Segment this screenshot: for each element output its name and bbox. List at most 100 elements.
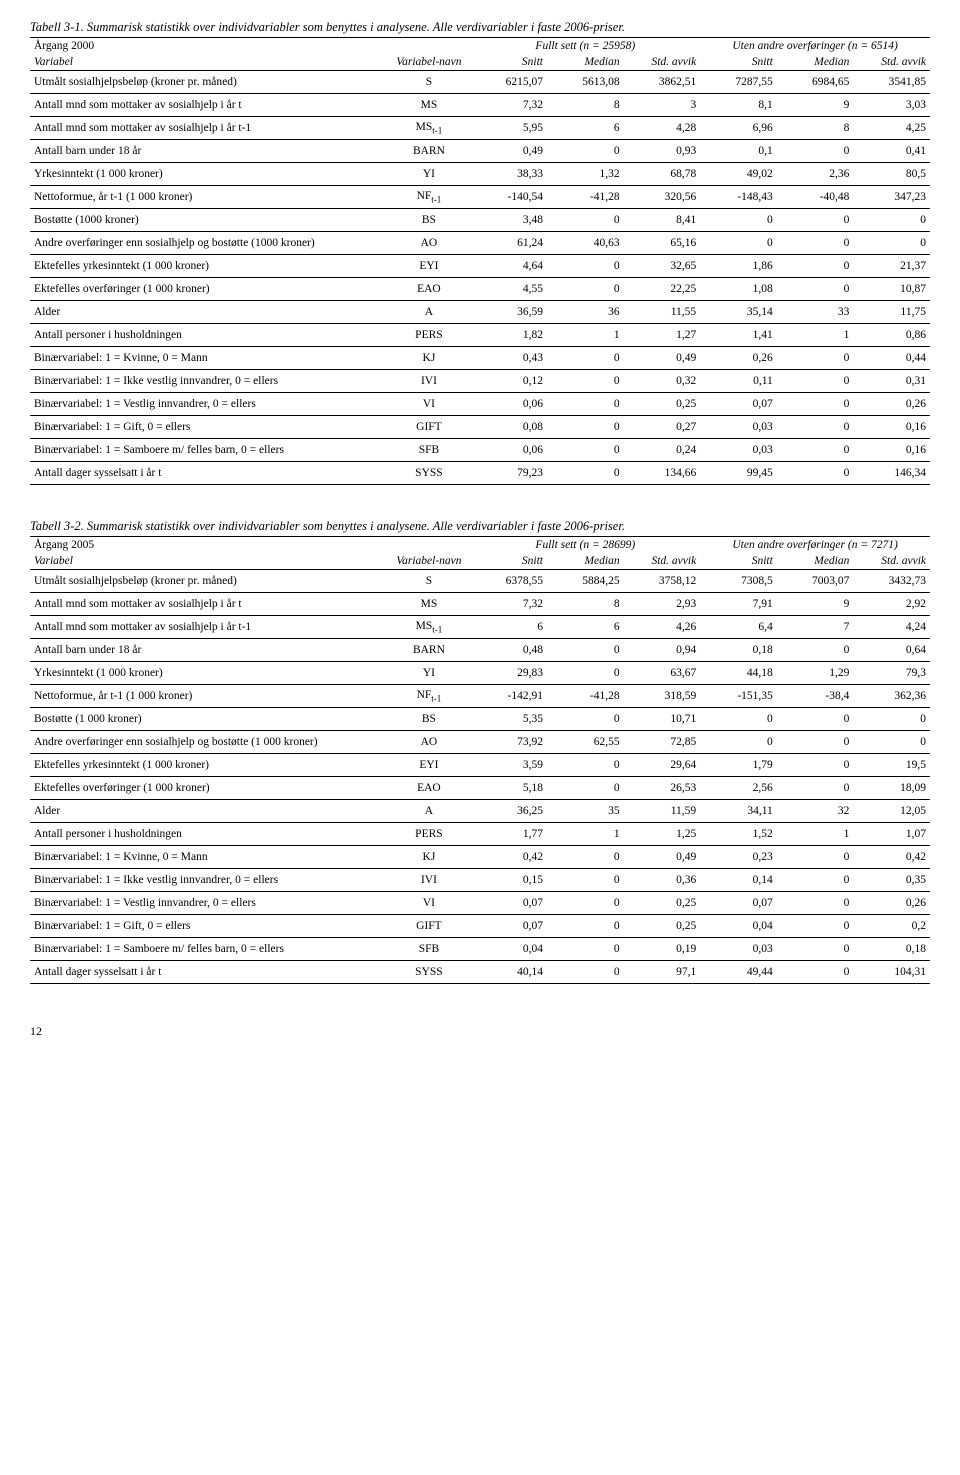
row-label: Ektefelles overføringer (1 000 kroner) — [30, 777, 387, 800]
cell-value: 49,44 — [700, 961, 777, 984]
table-row: Binærvariabel: 1 = Ikke vestlig innvandr… — [30, 370, 930, 393]
row-label: Nettoformue, år t-1 (1 000 kroner) — [30, 685, 387, 708]
row-label: Bostøtte (1 000 kroner) — [30, 708, 387, 731]
cell-value: 65,16 — [624, 232, 701, 255]
table-row: Andre overføringer enn sosialhjelp og bo… — [30, 731, 930, 754]
cell-value: 0 — [777, 846, 854, 869]
row-varname: A — [387, 301, 470, 324]
table-row: Binærvariabel: 1 = Vestlig innvandrer, 0… — [30, 393, 930, 416]
cell-value: 0,07 — [700, 892, 777, 915]
row-varname: S — [387, 570, 470, 593]
cell-value: 320,56 — [624, 186, 701, 209]
cell-value: 2,36 — [777, 163, 854, 186]
cell-value: 0,15 — [470, 869, 547, 892]
cell-value: 3862,51 — [624, 71, 701, 94]
cell-value: -140,54 — [470, 186, 547, 209]
cell-value: 9 — [777, 94, 854, 117]
cell-value: 0,07 — [700, 393, 777, 416]
cell-value: 347,23 — [853, 186, 930, 209]
cell-value: 72,85 — [624, 731, 701, 754]
cell-value: 7003,07 — [777, 570, 854, 593]
cell-value: 0,35 — [853, 869, 930, 892]
row-varname: IVI — [387, 370, 470, 393]
cell-value: 0,07 — [470, 915, 547, 938]
table2-fullt-sett: Fullt sett (n = 28699) — [470, 537, 700, 554]
cell-value: 7 — [777, 616, 854, 639]
table2-argang: Årgang 2005 — [30, 537, 387, 554]
cell-value: 6378,55 — [470, 570, 547, 593]
cell-value: 7,32 — [470, 94, 547, 117]
table-row: Antall dager sysselsatt i år tSYSS79,230… — [30, 462, 930, 485]
cell-value: 0 — [777, 777, 854, 800]
table-row: Binærvariabel: 1 = Samboere m/ felles ba… — [30, 938, 930, 961]
cell-value: 7,91 — [700, 593, 777, 616]
col-variabel: Variabel — [30, 54, 387, 71]
cell-value: 0 — [777, 347, 854, 370]
row-varname: A — [387, 800, 470, 823]
cell-value: 35 — [547, 800, 624, 823]
cell-value: 0,49 — [470, 140, 547, 163]
cell-value: -38,4 — [777, 685, 854, 708]
table-row: Yrkesinntekt (1 000 kroner)YI29,83063,67… — [30, 662, 930, 685]
row-label: Ektefelles yrkesinntekt (1 000 kroner) — [30, 754, 387, 777]
cell-value: 3,48 — [470, 209, 547, 232]
table-row: Utmålt sosialhjelpsbeløp (kroner pr. mån… — [30, 71, 930, 94]
row-label: Binærvariabel: 1 = Samboere m/ felles ba… — [30, 439, 387, 462]
row-label: Binærvariabel: 1 = Vestlig innvandrer, 0… — [30, 393, 387, 416]
col-snitt: Snitt — [470, 553, 547, 570]
row-varname: MSt-1 — [387, 616, 470, 639]
cell-value: 11,59 — [624, 800, 701, 823]
cell-value: 0 — [547, 347, 624, 370]
row-varname: BS — [387, 209, 470, 232]
cell-value: 0,49 — [624, 347, 701, 370]
row-varname: MS — [387, 94, 470, 117]
cell-value: 36 — [547, 301, 624, 324]
cell-value: 0 — [777, 961, 854, 984]
table-row: Bostøtte (1 000 kroner)BS5,35010,71000 — [30, 708, 930, 731]
table-row: Antall mnd som mottaker av sosialhjelp i… — [30, 117, 930, 140]
cell-value: 0,27 — [624, 416, 701, 439]
row-label: Alder — [30, 800, 387, 823]
cell-value: 0,32 — [624, 370, 701, 393]
cell-value: 1,25 — [624, 823, 701, 846]
cell-value: 0 — [700, 232, 777, 255]
cell-value: 4,25 — [853, 117, 930, 140]
cell-value: 0,31 — [853, 370, 930, 393]
cell-value: 0 — [547, 915, 624, 938]
cell-value: 0,1 — [700, 140, 777, 163]
cell-value: 0,03 — [700, 416, 777, 439]
cell-value: 3,59 — [470, 754, 547, 777]
cell-value: 5613,08 — [547, 71, 624, 94]
col-snitt2: Snitt — [700, 54, 777, 71]
row-label: Antall mnd som mottaker av sosialhjelp i… — [30, 94, 387, 117]
col-snitt2: Snitt — [700, 553, 777, 570]
table-row: Binærvariabel: 1 = Ikke vestlig innvandr… — [30, 869, 930, 892]
row-label: Binærvariabel: 1 = Ikke vestlig innvandr… — [30, 370, 387, 393]
cell-value: 0,04 — [700, 915, 777, 938]
cell-value: 0 — [853, 731, 930, 754]
table-row: Nettoformue, år t-1 (1 000 kroner)NFt-1-… — [30, 685, 930, 708]
row-varname: YI — [387, 163, 470, 186]
row-label: Antall dager sysselsatt i år t — [30, 462, 387, 485]
cell-value: 29,64 — [624, 754, 701, 777]
cell-value: 0,64 — [853, 639, 930, 662]
cell-value: 0 — [547, 662, 624, 685]
cell-value: 0,24 — [624, 439, 701, 462]
row-label: Antall mnd som mottaker av sosialhjelp i… — [30, 117, 387, 140]
cell-value: 0 — [547, 462, 624, 485]
table-row: Yrkesinntekt (1 000 kroner)YI38,331,3268… — [30, 163, 930, 186]
cell-value: 10,87 — [853, 278, 930, 301]
cell-value: 0,26 — [700, 347, 777, 370]
table-row: Binærvariabel: 1 = Gift, 0 = ellersGIFT0… — [30, 915, 930, 938]
cell-value: 0 — [547, 370, 624, 393]
row-varname: SFB — [387, 938, 470, 961]
cell-value: 0 — [777, 892, 854, 915]
row-label: Binærvariabel: 1 = Gift, 0 = ellers — [30, 416, 387, 439]
row-varname: BS — [387, 708, 470, 731]
cell-value: 4,64 — [470, 255, 547, 278]
row-varname: AO — [387, 232, 470, 255]
cell-value: 79,3 — [853, 662, 930, 685]
col-stdavvik2: Std. avvik — [853, 553, 930, 570]
cell-value: 0,36 — [624, 869, 701, 892]
cell-value: -41,28 — [547, 685, 624, 708]
